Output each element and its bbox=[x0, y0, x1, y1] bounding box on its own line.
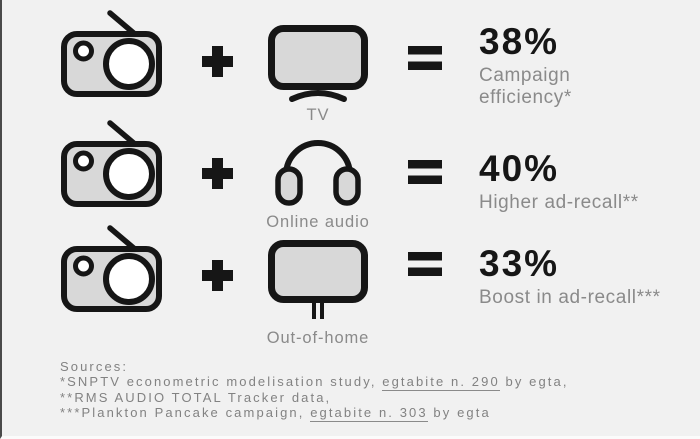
equals-icon bbox=[408, 46, 442, 70]
source-text: *SNPTV econometric modelisation study, bbox=[60, 374, 383, 390]
source-text: by egta, bbox=[499, 374, 569, 390]
plus-icon bbox=[202, 46, 233, 77]
result-description: Higher ad-recall** bbox=[479, 192, 639, 214]
source-text: ***Plankton Pancake campaign, bbox=[60, 405, 311, 421]
media-label: Out-of-home bbox=[266, 329, 370, 347]
sources-title: Sources: bbox=[60, 359, 129, 374]
media-online-audio: Online audio bbox=[256, 129, 380, 232]
equals-icon bbox=[408, 160, 442, 184]
result-description: Boost in ad-recall*** bbox=[479, 287, 661, 309]
result-block: 40% Higher ad-recall** bbox=[479, 148, 639, 214]
percent-value: 40% bbox=[479, 148, 560, 189]
billboard-icon bbox=[256, 240, 380, 320]
result-description-line: Campaign bbox=[479, 64, 571, 86]
media-label: TV bbox=[306, 106, 330, 124]
source-text: by egta bbox=[427, 405, 491, 421]
media-label: Online audio bbox=[266, 213, 370, 231]
media-out-of-home: Out-of-home bbox=[256, 240, 380, 348]
source-line: *SNPTV econometric modelisation study, e… bbox=[60, 374, 569, 392]
result-description: Campaign efficiency* bbox=[479, 65, 572, 109]
percent-value: 33% bbox=[479, 243, 560, 284]
source-text: **RMS AUDIO TOTAL Tracker data, bbox=[60, 389, 332, 405]
tv-icon bbox=[256, 25, 380, 103]
result-description-line: efficiency* bbox=[479, 86, 572, 108]
sources-block: Sources: *SNPTV econometric modelisation… bbox=[60, 359, 569, 423]
plus-icon bbox=[202, 158, 233, 189]
egtabite-303-link[interactable]: egtabite n. 303 bbox=[310, 405, 428, 423]
result-block: 38% Campaign efficiency* bbox=[479, 21, 572, 109]
radio-icon bbox=[60, 9, 180, 97]
percent-value: 38% bbox=[479, 21, 560, 62]
egtabite-290-link[interactable]: egtabite n. 290 bbox=[382, 374, 500, 392]
result-block: 33% Boost in ad-recall*** bbox=[479, 243, 661, 309]
source-line: **RMS AUDIO TOTAL Tracker data, bbox=[60, 390, 569, 405]
radio-icon bbox=[60, 119, 180, 207]
result-description-line: Boost in ad-recall*** bbox=[479, 286, 661, 308]
headphones-icon bbox=[256, 129, 380, 207]
radio-icon bbox=[60, 224, 180, 312]
media-tv: TV bbox=[256, 25, 380, 125]
source-line: ***Plankton Pancake campaign, egtabite n… bbox=[60, 405, 569, 423]
result-description-line: Higher ad-recall** bbox=[479, 191, 639, 213]
plus-icon bbox=[202, 260, 233, 291]
equals-icon bbox=[408, 252, 442, 276]
